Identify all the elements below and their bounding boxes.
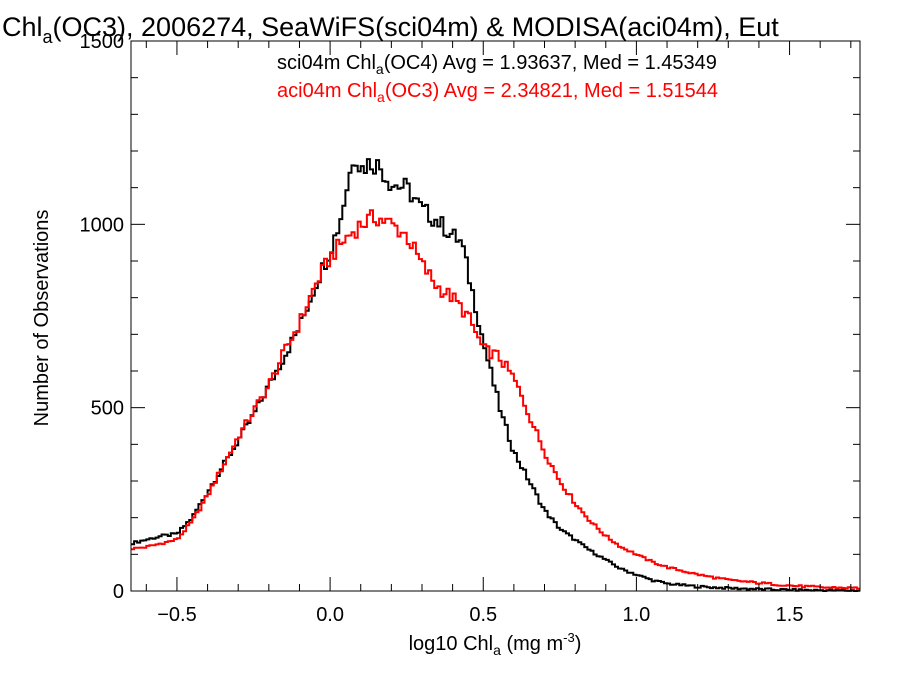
y-axis-label: Number of Observations [31,210,53,427]
y-tick-label: 0 [113,581,124,603]
legend-entry-aci04m: aci04m Chla(OC3) Avg = 2.34821, Med = 1.… [277,80,718,105]
x-tick-label: 1.5 [776,604,804,626]
legend-entry-sci04m: sci04m Chla(OC4) Avg = 1.93637, Med = 1.… [277,52,717,77]
y-tick-label: 1500 [80,31,125,53]
x-tick-label: 1.0 [622,604,650,626]
chart-title: Chla(OC3), 2006274, SeaWiFS(sci04m) & MO… [2,12,779,47]
axis-ticks: −0.5 0.0 0.5 1.0 1.5 0 500 1000 1500 [80,31,860,626]
y-tick-label: 500 [91,398,124,420]
series-aci04m-line [131,209,860,590]
x-axis-label: log10 Chla (mg m-3) [409,630,582,658]
plot-frame [130,40,861,592]
x-tick-label: −0.5 [157,604,196,626]
y-tick-label: 1000 [80,214,125,236]
x-tick-label: 0.5 [469,604,497,626]
x-tick-label: 0.0 [316,604,344,626]
